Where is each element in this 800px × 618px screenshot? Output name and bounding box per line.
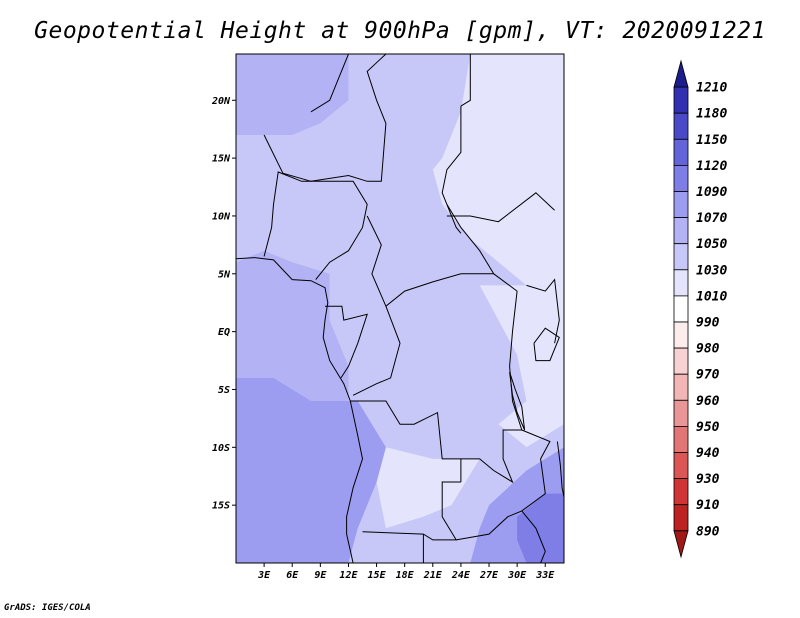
x-tick-label: 21E: [423, 570, 443, 581]
colorbar-label: 890: [696, 524, 720, 539]
x-tick-label: 33E: [535, 570, 555, 581]
border-sudan-ssudan: [446, 192, 555, 223]
colorbar-label: 1120: [696, 159, 727, 174]
coastline-west: [236, 257, 364, 563]
border-algeria-libya: [310, 54, 349, 113]
y-tick-label: 10N: [212, 211, 231, 222]
height-fill-layer: [236, 54, 564, 563]
border-gabon-congo: [325, 305, 368, 379]
map-axes: 3E 6E 9E 12E 15E 18E 21E 24E 27E 30E 33E 20N 15N 10N 5…: [211, 96, 555, 581]
colorbar-top-triangle: [673, 59, 689, 88]
border-congo-drc: [352, 306, 401, 396]
colorbar-box: [673, 138, 689, 166]
colorbar-label: 1180: [696, 107, 727, 122]
x-tick-label: 30E: [507, 570, 527, 581]
colorbar-box: [673, 504, 689, 532]
colorbar-label: 1150: [696, 133, 727, 148]
fill-region-central-north: [264, 54, 471, 240]
y-tick-label: 15N: [212, 154, 231, 165]
border-drc-east: [460, 291, 523, 484]
x-tick-label: 12E: [339, 570, 358, 581]
country-borders: [236, 54, 564, 563]
colorbar-label: 910: [696, 498, 720, 513]
colorbar-label: 940: [696, 446, 720, 461]
colorbar-label: 1030: [696, 263, 727, 278]
colorbar-box: [673, 164, 689, 192]
fill-region-south-atlantic: [236, 377, 386, 563]
y-tick-label: 15S: [212, 501, 230, 512]
x-tick-label: 3E: [257, 570, 271, 581]
x-tick-label: 6E: [286, 570, 299, 581]
border-uganda-kenya: [526, 278, 560, 344]
colorbar: 1210 1180 1150 1120 1090 1070 1050 1030 1010 990 9…: [673, 59, 727, 559]
colorbar-label: 970: [696, 368, 720, 383]
border-nigeria-cameroon: [263, 171, 368, 280]
plot-frame: [235, 53, 565, 564]
colorbar-box: [673, 373, 689, 401]
colorbar-box: [673, 269, 689, 297]
colorbar-label: 950: [696, 420, 720, 435]
colorbar-bottom-triangle: [673, 530, 689, 559]
border-drc-angola: [350, 400, 462, 482]
colorbar-box: [673, 243, 689, 271]
colorbar-label: 1050: [696, 237, 727, 252]
border-mozambique: [521, 510, 546, 563]
colorbar-box: [673, 399, 689, 427]
fill-region-northwest-high: [236, 54, 349, 135]
fill-region-congo-basin: [329, 273, 527, 459]
colorbar-box: [673, 321, 689, 349]
border-zambia-south: [456, 429, 551, 541]
colorbar-box: [673, 452, 689, 480]
y-tick-label: 10S: [212, 443, 230, 454]
x-tick-label: 15E: [368, 570, 387, 581]
y-tick-label: EQ: [218, 327, 230, 338]
x-tick-label: 24E: [451, 570, 471, 581]
colorbar-label: 1210: [696, 81, 727, 96]
colorbar-box: [673, 295, 689, 323]
lake-victoria: [533, 327, 560, 362]
x-tick-label: 27E: [479, 570, 499, 581]
colorbar-box: [673, 425, 689, 453]
colorbar-label: 1070: [696, 211, 727, 226]
border-niger-chad: [263, 54, 387, 182]
colorbar-box: [673, 86, 689, 114]
y-tick-label: 20N: [211, 96, 231, 107]
border-chad-sudan: [441, 106, 462, 234]
fill-region-gulf-atlantic: [236, 250, 349, 401]
colorbar-label: 980: [696, 342, 720, 357]
colorbar-box: [673, 217, 689, 245]
y-tick-label: 5N: [218, 269, 231, 280]
x-tick-label: 18E: [396, 570, 415, 581]
y-tick-label: 5S: [218, 385, 230, 396]
fill-region-angola-low: [376, 447, 480, 529]
lake-malawi: [556, 441, 564, 498]
colorbar-box: [673, 478, 689, 506]
fill-region-east-congo-low: [479, 285, 564, 448]
fill-region-northeast-low: [432, 54, 564, 286]
colorbar-box: [673, 112, 689, 140]
colorbar-label: 1090: [696, 185, 727, 200]
fill-region-mozambique-high: [517, 493, 564, 563]
x-tick-label: 9E: [314, 570, 327, 581]
border-libya-egypt: [460, 54, 471, 107]
colorbar-label: 960: [696, 394, 720, 409]
colorbar-box: [673, 191, 689, 219]
lake-tanganyika: [509, 371, 526, 431]
map-title: Geopotential Height at 900hPa [gpm], VT:…: [34, 18, 766, 44]
fill-region-sahel-band: [236, 135, 527, 297]
colorbar-label: 990: [696, 316, 720, 331]
border-cameroon-car: [366, 215, 518, 308]
colorbar-label: 1010: [696, 289, 727, 304]
colorbar-box: [673, 347, 689, 375]
grads-credit: GrADS: IGES/COLA: [4, 603, 91, 613]
colorbar-label: 930: [696, 472, 720, 487]
